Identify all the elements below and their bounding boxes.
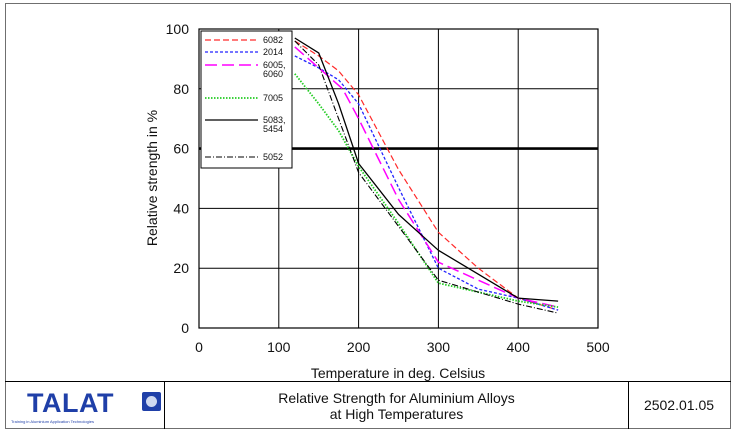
y-tick-label: 20 <box>173 260 189 276</box>
strength-chart: 6082 2014 6005, 6060 7005 5083, 5454 5052 0 100 2… <box>144 21 610 381</box>
x-tick-label: 400 <box>507 339 531 355</box>
series-line-1 <box>294 55 559 311</box>
legend-label: 7005 <box>263 93 283 103</box>
logo-tagline: Training in Aluminium Application Techno… <box>11 419 94 424</box>
x-tick-label: 300 <box>427 339 451 355</box>
figure-title: Relative Strength for Aluminium Alloys a… <box>165 382 629 429</box>
figure-code: 2502.01.05 <box>643 397 715 413</box>
x-tick-label: 100 <box>267 339 291 355</box>
series-line-3 <box>294 73 559 308</box>
y-tick-label: 40 <box>173 200 189 216</box>
legend-label: 5052 <box>263 152 283 162</box>
series-line-5 <box>294 40 559 314</box>
y-tick-label: 80 <box>173 81 189 97</box>
title-line-1: Relative Strength for Aluminium Alloys <box>278 390 515 406</box>
y-tick-label: 100 <box>166 21 190 37</box>
y-tick-label: 60 <box>173 141 189 157</box>
title-line-2: at High Temperatures <box>329 406 464 422</box>
legend-label: 6082 <box>263 35 283 45</box>
legend-box <box>200 30 293 169</box>
x-tick-label: 200 <box>347 339 371 355</box>
emblem-icon <box>142 392 161 411</box>
plot-border <box>198 28 599 329</box>
talat-logo: TALAT Training in Aluminium Application … <box>5 382 165 429</box>
footer-bar: TALAT Training in Aluminium Application … <box>5 381 731 429</box>
x-tick-label: 500 <box>586 339 610 355</box>
logo-text: TALAT <box>27 388 114 418</box>
legend-label: 6005, 6060 <box>263 60 286 79</box>
series-line-0 <box>294 40 559 311</box>
series-line-4 <box>294 37 559 302</box>
legend-label: 5083, 5454 <box>263 115 286 134</box>
y-axis-label: Relative strength in % <box>144 110 160 246</box>
figure-frame <box>5 3 731 429</box>
legend-label: 2014 <box>263 47 283 57</box>
x-axis-label: Temperature in deg. Celsius <box>311 365 485 381</box>
x-tick-label: 0 <box>195 339 203 355</box>
y-tick-label: 0 <box>181 320 189 336</box>
